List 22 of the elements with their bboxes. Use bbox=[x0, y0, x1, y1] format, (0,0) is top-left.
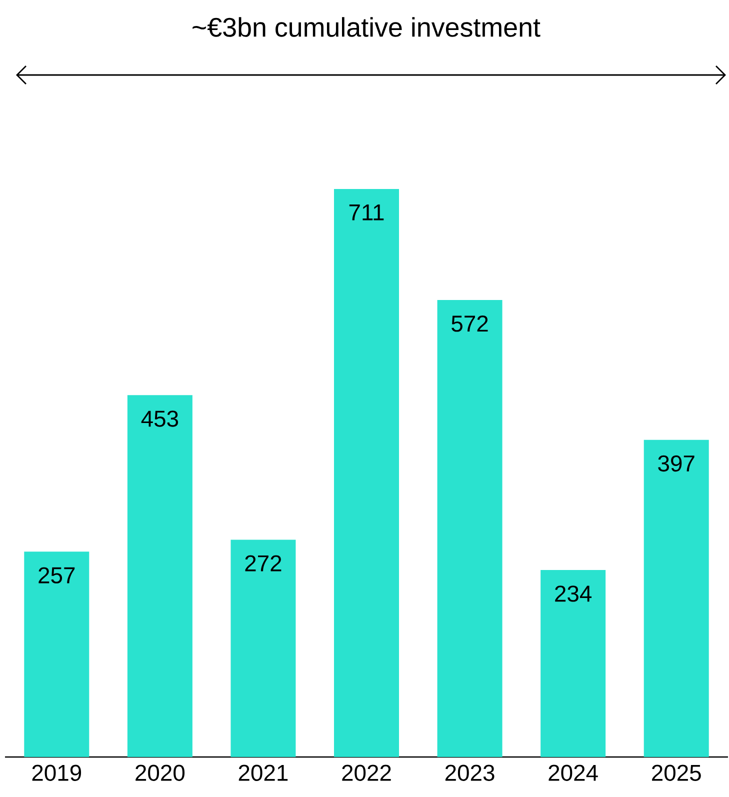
data-label: 572 bbox=[452, 316, 488, 332]
x-tick-label: 2024 bbox=[548, 764, 598, 781]
chart-title: ~€3bn cumulative investment bbox=[192, 17, 540, 37]
data-label: 453 bbox=[142, 410, 178, 427]
x-tick-label: 2022 bbox=[342, 764, 392, 781]
bar bbox=[334, 188, 400, 757]
bar bbox=[24, 552, 90, 757]
data-label: 272 bbox=[245, 555, 282, 572]
bar bbox=[644, 440, 710, 757]
data-label: 234 bbox=[555, 586, 592, 602]
data-label: 397 bbox=[658, 455, 695, 472]
bar bbox=[230, 540, 296, 757]
bar bbox=[437, 300, 502, 757]
x-tick-label: 2025 bbox=[652, 764, 702, 781]
x-tick-label: 2023 bbox=[446, 764, 494, 781]
data-label: 257 bbox=[38, 567, 75, 584]
x-tick-label: 2020 bbox=[136, 764, 185, 781]
x-tick-label: 2019 bbox=[32, 764, 82, 781]
data-label: 711 bbox=[350, 204, 384, 220]
bar bbox=[540, 570, 606, 757]
x-tick-label: 2021 bbox=[239, 764, 288, 781]
bar bbox=[128, 395, 193, 757]
